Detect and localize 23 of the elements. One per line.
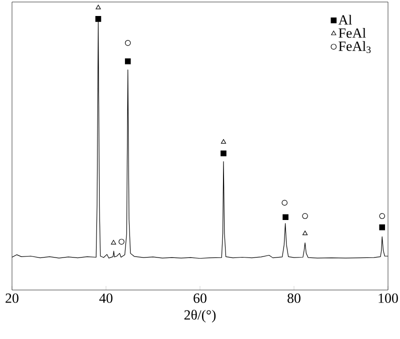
- x-tick-label: 100: [378, 294, 398, 303]
- x-tick-label: 80: [288, 294, 300, 303]
- x-axis-title: 2θ/(°): [184, 310, 216, 322]
- point: [96, 4, 101, 10]
- point: [379, 224, 386, 230]
- legend-label: Al: [338, 14, 352, 24]
- point: [110, 240, 116, 244]
- point: [124, 40, 131, 46]
- x-tick-label: 40: [99, 294, 112, 303]
- point: [118, 238, 124, 245]
- point: [282, 200, 288, 206]
- point: [379, 213, 386, 219]
- x-tick-label: 60: [194, 294, 206, 303]
- point: [220, 150, 226, 156]
- point: [220, 139, 226, 144]
- x-tick-label: 20: [6, 294, 18, 303]
- point: [302, 230, 308, 236]
- legend-label: FeAl$_{3}$: [338, 41, 371, 54]
- legend-label: FeAl: [338, 28, 366, 38]
- point: [282, 214, 288, 220]
- point: [95, 16, 102, 22]
- point: [302, 213, 308, 219]
- point: [124, 58, 131, 64]
